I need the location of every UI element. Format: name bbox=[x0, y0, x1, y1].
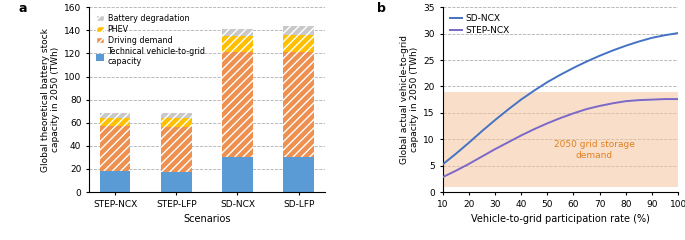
SD-NCX bbox=[608, 49, 616, 52]
STEP-NCX bbox=[648, 98, 656, 101]
STEP-NCX bbox=[622, 100, 630, 103]
STEP-NCX bbox=[635, 99, 643, 102]
Bar bbox=[161, 118, 192, 127]
STEP-NCX bbox=[543, 122, 551, 125]
Text: b: b bbox=[377, 2, 386, 15]
Y-axis label: Global actual vehicle-to-grid
capacity in 2050 (TWh): Global actual vehicle-to-grid capacity i… bbox=[400, 35, 419, 164]
SD-NCX bbox=[451, 153, 460, 156]
SD-NCX bbox=[438, 163, 447, 166]
Bar bbox=[100, 126, 130, 171]
STEP-NCX bbox=[490, 148, 499, 151]
SD-NCX bbox=[477, 130, 486, 133]
STEP-NCX bbox=[569, 112, 577, 115]
Line: SD-NCX: SD-NCX bbox=[443, 33, 678, 165]
Text: a: a bbox=[18, 2, 27, 15]
Bar bbox=[100, 171, 130, 192]
SD-NCX bbox=[490, 119, 499, 122]
STEP-NCX bbox=[608, 102, 616, 105]
Bar bbox=[100, 114, 130, 118]
STEP-NCX bbox=[674, 98, 682, 101]
Bar bbox=[222, 157, 253, 192]
Text: 2050 grid storage
demand: 2050 grid storage demand bbox=[554, 140, 635, 160]
SD-NCX bbox=[648, 36, 656, 39]
SD-NCX bbox=[674, 32, 682, 35]
X-axis label: Scenarios: Scenarios bbox=[183, 214, 231, 224]
Line: STEP-NCX: STEP-NCX bbox=[443, 99, 678, 177]
STEP-NCX bbox=[595, 104, 603, 107]
SD-NCX bbox=[543, 81, 551, 84]
SD-NCX bbox=[635, 40, 643, 43]
Bar bbox=[100, 118, 130, 126]
STEP-NCX bbox=[556, 117, 564, 120]
Bar bbox=[161, 172, 192, 192]
SD-NCX bbox=[569, 66, 577, 69]
Bar bbox=[161, 127, 192, 172]
STEP-NCX bbox=[504, 141, 512, 144]
Bar bbox=[284, 35, 314, 52]
Y-axis label: Global theoretical battery stock
capacity in 2050 (TWh): Global theoretical battery stock capacit… bbox=[40, 28, 60, 172]
SD-NCX bbox=[530, 89, 538, 92]
STEP-NCX bbox=[530, 128, 538, 131]
Bar bbox=[284, 52, 314, 157]
SD-NCX bbox=[595, 54, 603, 57]
SD-NCX bbox=[661, 34, 669, 37]
SD-NCX bbox=[464, 141, 473, 144]
SD-NCX bbox=[504, 108, 512, 111]
STEP-NCX bbox=[464, 162, 473, 165]
SD-NCX bbox=[622, 44, 630, 47]
SD-NCX bbox=[556, 73, 564, 76]
Legend: SD-NCX, STEP-NCX: SD-NCX, STEP-NCX bbox=[447, 11, 514, 39]
STEP-NCX bbox=[451, 169, 460, 172]
Bar bbox=[222, 36, 253, 52]
Legend: Battery degradation, PHEV, Driving demand, Technical vehicle-to-grid
capacity: Battery degradation, PHEV, Driving deman… bbox=[93, 11, 209, 70]
STEP-NCX bbox=[517, 134, 525, 137]
Bar bbox=[222, 29, 253, 36]
SD-NCX bbox=[582, 60, 590, 63]
X-axis label: Vehicle-to-grid participation rate (%): Vehicle-to-grid participation rate (%) bbox=[471, 214, 650, 224]
Bar bbox=[284, 26, 314, 35]
STEP-NCX bbox=[661, 98, 669, 101]
STEP-NCX bbox=[438, 176, 447, 179]
Bar bbox=[161, 114, 192, 118]
STEP-NCX bbox=[477, 155, 486, 158]
Bar bbox=[222, 52, 253, 157]
STEP-NCX bbox=[582, 108, 590, 111]
Bar bbox=[284, 157, 314, 192]
SD-NCX bbox=[517, 98, 525, 101]
